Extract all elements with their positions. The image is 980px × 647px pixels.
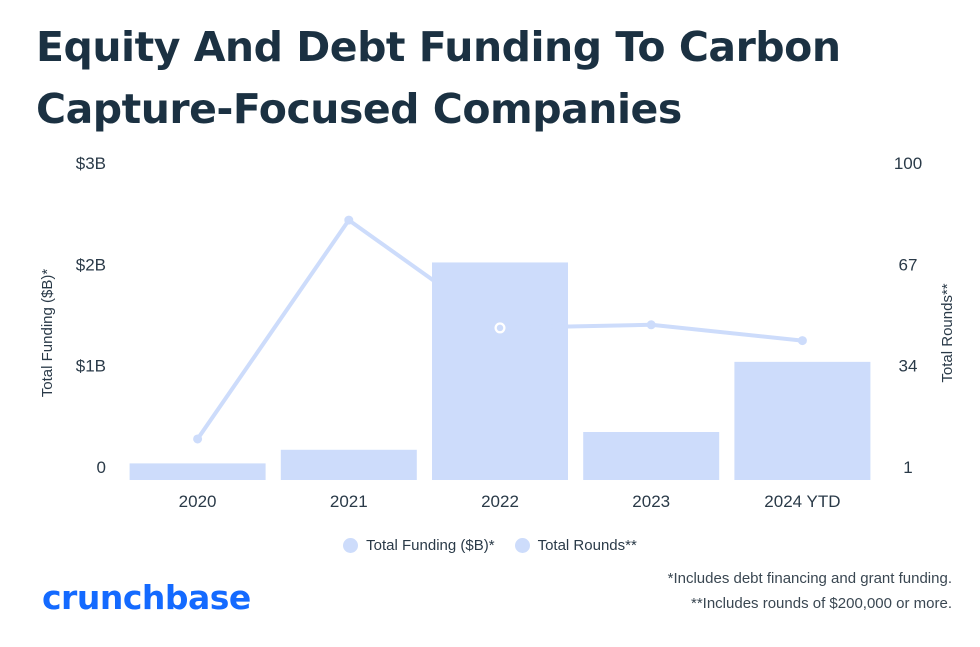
left-tick-label: $3B	[76, 154, 106, 173]
rounds-point-2023	[646, 320, 656, 330]
right-axis-label: Total Rounds**	[939, 283, 956, 382]
legend-swatch-rounds	[514, 538, 530, 553]
left-axis-label: Total Funding ($B)*	[39, 269, 56, 398]
legend-item-rounds[interactable]: Total Rounds**	[514, 537, 637, 554]
right-tick-label: 100	[894, 154, 922, 173]
left-tick-label: $2B	[76, 255, 106, 274]
bar-2020	[129, 463, 266, 480]
combo-chart: 2020 2021 2022 2023 2024 YTD 0 $1B $2B $3B 1 34 6…	[39, 154, 956, 511]
right-tick-label: 67	[899, 255, 918, 274]
bar-2023	[583, 431, 720, 480]
x-tick-label: 2024 YTD	[764, 492, 840, 511]
rounds-point-2020	[193, 434, 203, 444]
legend: Total Funding ($B)* Total Rounds**	[0, 537, 980, 554]
left-tick-label: $1B	[76, 357, 106, 376]
bar-2024-ytd	[734, 361, 871, 480]
x-tick-label: 2020	[179, 492, 217, 511]
x-tick-label: 2021	[330, 492, 368, 511]
right-tick-label: 34	[899, 357, 918, 376]
right-tick-label: 1	[903, 458, 912, 477]
legend-label-funding: Total Funding ($B)*	[366, 537, 495, 554]
x-tick-label: 2023	[632, 492, 670, 511]
footnote-rounds: **Includes rounds of $200,000 or more.	[691, 595, 952, 612]
bar-2022	[432, 262, 568, 480]
bar-2021	[280, 449, 417, 480]
left-tick-label: 0	[97, 458, 106, 477]
legend-item-funding[interactable]: Total Funding ($B)*	[343, 537, 495, 554]
chart-title: Equity And Debt Funding To Carbon Captur…	[36, 23, 841, 133]
legend-swatch-funding	[343, 538, 359, 553]
right-axis-ticks: 1 34 67 100	[894, 154, 922, 477]
left-axis-ticks: 0 $1B $2B $3B	[76, 154, 106, 477]
rounds-point-2024-ytd	[797, 336, 807, 346]
crunchbase-logo[interactable]: crunchbase	[42, 578, 251, 617]
rounds-point-ring	[495, 323, 505, 333]
legend-label-rounds: Total Rounds**	[537, 537, 637, 554]
footnote-funding: *Includes debt financing and grant fundi…	[667, 570, 952, 587]
x-axis-ticks: 2020 2021 2022 2023 2024 YTD	[179, 492, 841, 511]
rounds-point-2021	[344, 215, 354, 225]
x-tick-label: 2022	[481, 492, 519, 511]
bar-series	[129, 262, 871, 480]
